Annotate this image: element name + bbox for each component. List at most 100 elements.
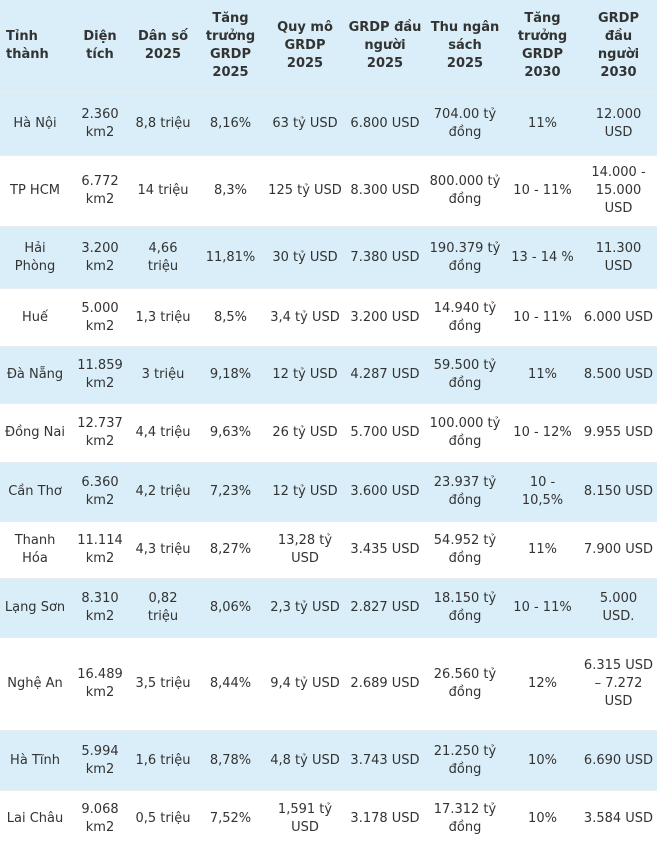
table-cell: Đồng Nai bbox=[0, 403, 70, 463]
table-row: Hà Tĩnh 5.994 km2 1,6 triệu 8,78% 4,8 tỷ USD… bbox=[0, 730, 657, 791]
table-cell: 4,66 triệu bbox=[130, 226, 196, 289]
table-cell: 11.114 km2 bbox=[70, 521, 130, 579]
table-cell: 3,5 triệu bbox=[130, 637, 196, 731]
table-cell: 3.584 USD bbox=[580, 790, 657, 847]
table-cell: 10% bbox=[505, 730, 580, 791]
table-cell: 3.600 USD bbox=[345, 462, 425, 522]
table-cell: 30 tỷ USD bbox=[265, 226, 345, 289]
header-row: Tỉnh thành Diện tích Dân số 2025 Tăng trưởn… bbox=[0, 0, 657, 93]
table-cell: 16.489 km2 bbox=[70, 637, 130, 731]
table-cell: 11.859 km2 bbox=[70, 346, 130, 404]
table-cell: 8,16% bbox=[196, 92, 265, 156]
table-cell: 4.287 USD bbox=[345, 346, 425, 404]
table-row: Huế 5.000 km2 1,3 triệu 8,5% 3,4 tỷ USD 3.200… bbox=[0, 288, 657, 347]
table-cell: 8.310 km2 bbox=[70, 578, 130, 638]
table-cell: 12 tỷ USD bbox=[265, 462, 345, 522]
table-cell: 1,6 triệu bbox=[130, 730, 196, 791]
table-cell: 12 tỷ USD bbox=[265, 346, 345, 404]
table-cell: 8,78% bbox=[196, 730, 265, 791]
table-cell: 9,4 tỷ USD bbox=[265, 637, 345, 731]
header-cell: GRDP đầu người 2025 bbox=[345, 0, 425, 93]
table-cell: Lai Châu bbox=[0, 790, 70, 847]
table-cell: 63 tỷ USD bbox=[265, 92, 345, 156]
table-cell: 7,23% bbox=[196, 462, 265, 522]
table-cell: 5.700 USD bbox=[345, 403, 425, 463]
header-cell: Thu ngân sách 2025 bbox=[425, 0, 505, 93]
table-row: Đà Nẵng 11.859 km2 3 triệu 9,18% 12 tỷ USD 4.… bbox=[0, 346, 657, 404]
table-cell: 6.690 USD bbox=[580, 730, 657, 791]
table-cell: 59.500 tỷ đồng bbox=[425, 346, 505, 404]
table-cell: 3,4 tỷ USD bbox=[265, 288, 345, 347]
table-cell: 12.737 km2 bbox=[70, 403, 130, 463]
table-cell: Nghệ An bbox=[0, 637, 70, 731]
table-cell: 26 tỷ USD bbox=[265, 403, 345, 463]
table-cell: 3.178 USD bbox=[345, 790, 425, 847]
table-cell: 3.200 USD bbox=[345, 288, 425, 347]
table-cell: 800.000 tỷ đồng bbox=[425, 155, 505, 227]
table-cell: 11% bbox=[505, 521, 580, 579]
table-cell: 10 - 11% bbox=[505, 288, 580, 347]
table-cell: 8,5% bbox=[196, 288, 265, 347]
table-cell: 10 - 12% bbox=[505, 403, 580, 463]
table-cell: 8.150 USD bbox=[580, 462, 657, 522]
table-cell: 10 - 10,5% bbox=[505, 462, 580, 522]
table-cell: 14 triệu bbox=[130, 155, 196, 227]
table-cell: Hà Nội bbox=[0, 92, 70, 156]
table-cell: 2.689 USD bbox=[345, 637, 425, 731]
table-cell: 7,52% bbox=[196, 790, 265, 847]
table-row: Lạng Sơn 8.310 km2 0,82 triệu 8,06% 2,3 tỷ U… bbox=[0, 578, 657, 638]
table-cell: 2.360 km2 bbox=[70, 92, 130, 156]
header-cell: GRDP đầu người 2030 bbox=[580, 0, 657, 93]
table-cell: 11% bbox=[505, 92, 580, 156]
header-cell: Tăng trưởng GRDP 2030 bbox=[505, 0, 580, 93]
table-cell: Huế bbox=[0, 288, 70, 347]
table-cell: 9,63% bbox=[196, 403, 265, 463]
table-cell: 9.068 km2 bbox=[70, 790, 130, 847]
table-cell: 8.300 USD bbox=[345, 155, 425, 227]
header-cell: Quy mô GRDP 2025 bbox=[265, 0, 345, 93]
table-cell: 704.00 tỷ đồng bbox=[425, 92, 505, 156]
table-row: TP HCM 6.772 km2 14 triệu 8,3% 125 tỷ USD 8.3… bbox=[0, 155, 657, 227]
table-cell: 26.560 tỷ đồng bbox=[425, 637, 505, 731]
table-cell: 8,44% bbox=[196, 637, 265, 731]
table-cell: 9,18% bbox=[196, 346, 265, 404]
table-row: Hà Nội 2.360 km2 8,8 triệu 8,16% 63 tỷ USD 6.… bbox=[0, 92, 657, 156]
table-cell: 4,2 triệu bbox=[130, 462, 196, 522]
table-cell: 5.000 USD. bbox=[580, 578, 657, 638]
table-cell: 5.994 km2 bbox=[70, 730, 130, 791]
table-cell: Hải Phòng bbox=[0, 226, 70, 289]
header-cell: Tỉnh thành bbox=[0, 0, 70, 93]
header-cell: Dân số 2025 bbox=[130, 0, 196, 93]
table-cell: Thanh Hóa bbox=[0, 521, 70, 579]
table-cell: 11% bbox=[505, 346, 580, 404]
table-cell: 13,28 tỷ USD bbox=[265, 521, 345, 579]
table-cell: 23.937 tỷ đồng bbox=[425, 462, 505, 522]
table-cell: 11.300 USD bbox=[580, 226, 657, 289]
table-cell: 12.000 USD bbox=[580, 92, 657, 156]
table-cell: 9.955 USD bbox=[580, 403, 657, 463]
table-cell: 14.000 - 15.000 USD bbox=[580, 155, 657, 227]
table-cell: 3.200 km2 bbox=[70, 226, 130, 289]
table-cell: Đà Nẵng bbox=[0, 346, 70, 404]
table-cell: 11,81% bbox=[196, 226, 265, 289]
table-cell: 190.379 tỷ đồng bbox=[425, 226, 505, 289]
table-cell: 8,3% bbox=[196, 155, 265, 227]
table-cell: 100.000 tỷ đồng bbox=[425, 403, 505, 463]
table-cell: 6.772 km2 bbox=[70, 155, 130, 227]
table-cell: 21.250 tỷ đồng bbox=[425, 730, 505, 791]
table-cell: 6.000 USD bbox=[580, 288, 657, 347]
table-cell: 10 - 11% bbox=[505, 155, 580, 227]
table-cell: 3.743 USD bbox=[345, 730, 425, 791]
table-row: Hải Phòng 3.200 km2 4,66 triệu 11,81% 30 tỷ … bbox=[0, 226, 657, 289]
table-cell: 0,5 triệu bbox=[130, 790, 196, 847]
table-cell: Lạng Sơn bbox=[0, 578, 70, 638]
table-row: Lai Châu 9.068 km2 0,5 triệu 7,52% 1,591 tỷ … bbox=[0, 790, 657, 847]
table-cell: 1,3 triệu bbox=[130, 288, 196, 347]
table-cell: 17.312 tỷ đồng bbox=[425, 790, 505, 847]
table-cell: 8,8 triệu bbox=[130, 92, 196, 156]
table-cell: 8.500 USD bbox=[580, 346, 657, 404]
table-cell: 12% bbox=[505, 637, 580, 731]
table-cell: 6.800 USD bbox=[345, 92, 425, 156]
table-cell: 2,3 tỷ USD bbox=[265, 578, 345, 638]
